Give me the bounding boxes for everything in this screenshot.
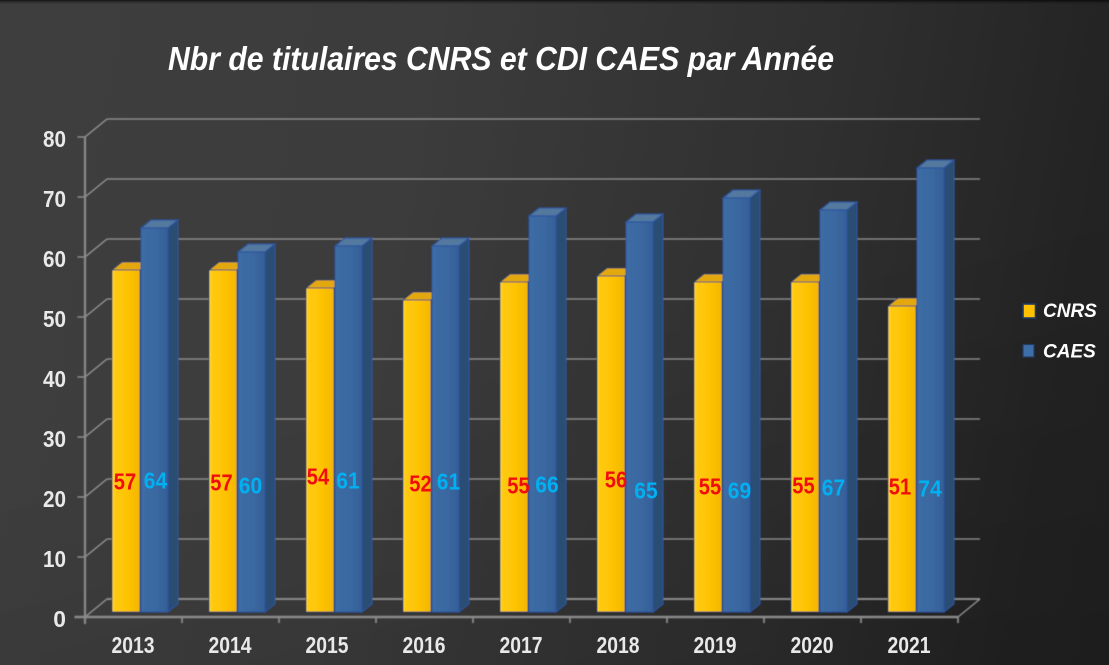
svg-text:20: 20 [43,486,66,512]
svg-text:55: 55 [792,473,814,499]
svg-text:2013: 2013 [112,632,155,658]
svg-text:2014: 2014 [209,632,252,658]
svg-text:80: 80 [43,126,66,152]
svg-text:CNRS: CNRS [1043,301,1097,322]
svg-text:50: 50 [43,306,66,332]
svg-text:52: 52 [409,471,431,497]
svg-text:10: 10 [43,546,66,572]
svg-text:40: 40 [43,366,66,392]
svg-text:57: 57 [114,469,136,495]
svg-text:60: 60 [43,246,66,272]
svg-text:2018: 2018 [597,632,640,658]
svg-text:64: 64 [144,468,167,494]
svg-text:CAES: CAES [1043,342,1096,363]
svg-text:30: 30 [43,426,66,452]
svg-text:65: 65 [634,478,657,504]
svg-text:51: 51 [889,474,911,500]
svg-text:61: 61 [437,469,460,495]
svg-text:Nbr de titulaires CNRS et CDI: Nbr de titulaires CNRS et CDI CAES par A… [168,40,834,77]
svg-text:57: 57 [210,470,232,496]
svg-text:2019: 2019 [694,632,737,658]
svg-text:56: 56 [605,467,627,493]
svg-text:61: 61 [336,468,359,494]
svg-text:54: 54 [307,464,329,490]
svg-text:66: 66 [535,472,558,498]
svg-text:2021: 2021 [888,632,931,658]
svg-text:55: 55 [507,473,529,499]
svg-text:2020: 2020 [791,632,834,658]
svg-text:0: 0 [53,606,66,632]
svg-text:67: 67 [822,475,845,501]
svg-text:60: 60 [239,473,262,499]
svg-text:2015: 2015 [306,632,349,658]
svg-text:74: 74 [918,476,941,502]
svg-text:2016: 2016 [403,632,446,658]
svg-text:2017: 2017 [500,632,543,658]
svg-text:55: 55 [699,474,721,500]
svg-text:70: 70 [43,186,66,212]
svg-text:69: 69 [728,478,751,504]
